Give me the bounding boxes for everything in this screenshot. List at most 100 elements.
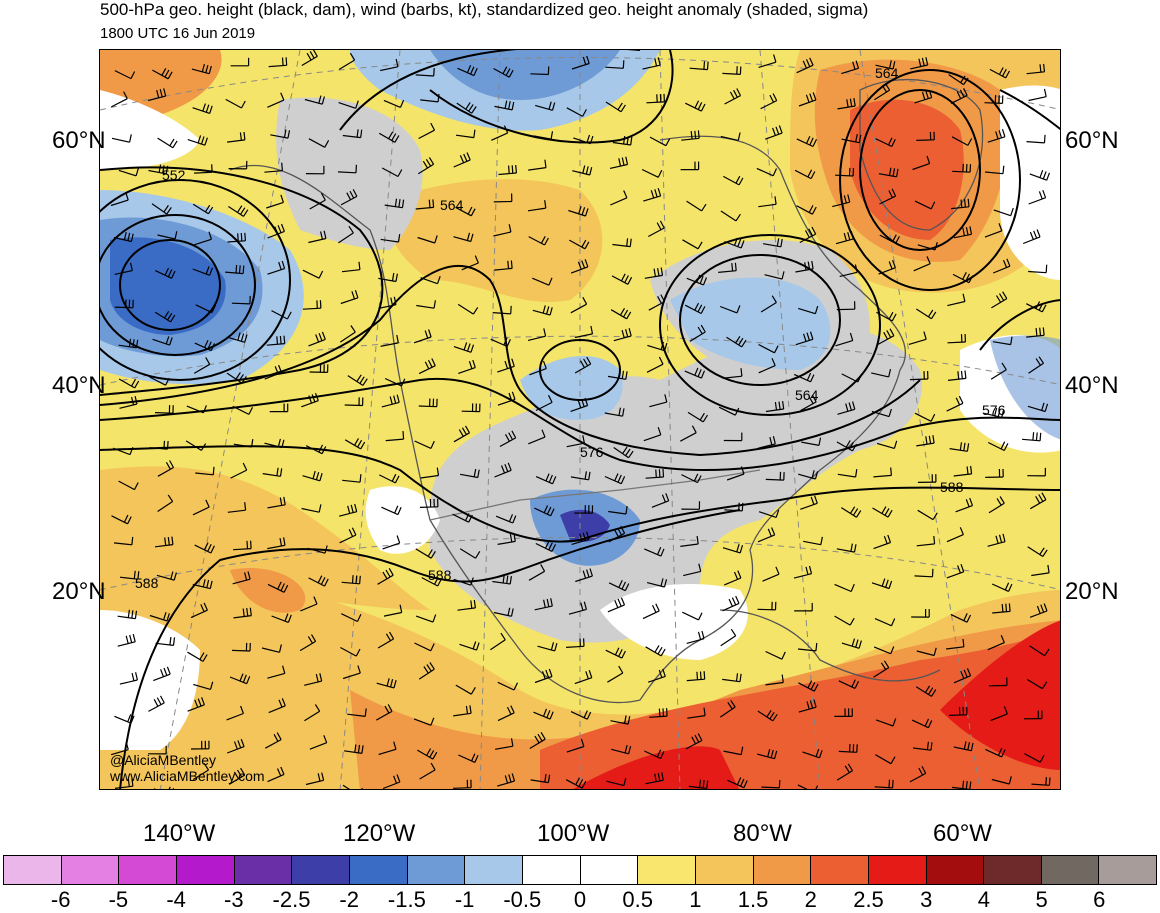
- colorbar-swatch: [696, 856, 754, 884]
- wind-barb: [722, 73, 740, 74]
- wind-barb-feather: [997, 296, 1001, 303]
- wind-barb-feather: [132, 537, 133, 545]
- colorbar-tick-label: 2.5: [853, 887, 884, 913]
- wind-barb-feather: [961, 564, 964, 572]
- wind-barb-feather: [889, 312, 893, 319]
- chart-title: 500-hPa geo. height (black, dam), wind (…: [100, 0, 868, 20]
- wind-barb-feather: [1040, 433, 1041, 441]
- wind-barb-feather: [355, 438, 359, 445]
- wind-barb: [309, 339, 326, 346]
- wind-barb-feather: [1003, 534, 1005, 542]
- wind-barb-feather: [963, 294, 965, 302]
- wind-barb-feather: [619, 666, 623, 673]
- wind-barb-feather: [657, 223, 661, 230]
- wind-barb-feather: [695, 101, 699, 108]
- wind-barb-feather: [737, 89, 741, 96]
- wind-barb-feather: [240, 265, 241, 273]
- wind-barb-feather: [929, 310, 933, 317]
- wind-barb: [909, 339, 926, 344]
- wind-barb-feather: [629, 328, 631, 336]
- wind-barb: [915, 576, 933, 577]
- lat-label-right: 60°N: [1065, 127, 1119, 155]
- wind-barb-feather: [206, 105, 209, 113]
- wind-barb: [421, 476, 439, 479]
- wind-barb-feather: [471, 600, 472, 608]
- wind-barb-feather: [168, 441, 169, 449]
- wind-barb-feather: [511, 306, 512, 314]
- wind-barb: [416, 549, 431, 558]
- wind-barb-feather: [316, 472, 318, 480]
- wind-barb: [454, 160, 471, 167]
- wind-barb-feather: [245, 233, 246, 241]
- wind-barb-feather: [933, 435, 934, 443]
- wind-barb-feather: [135, 396, 137, 404]
- wind-barb-feather: [359, 262, 360, 270]
- wind-barb: [910, 379, 928, 380]
- wind-barb-feather: [624, 310, 628, 317]
- contour-label: 564: [440, 197, 464, 213]
- wind-barb-feather: [590, 167, 592, 175]
- wind-barb-feather: [1040, 548, 1044, 555]
- wind-barb-feather: [397, 395, 399, 403]
- wind-barb-feather: [1003, 292, 1007, 299]
- wind-barb-feather: [695, 131, 696, 139]
- wind-barb-feather: [549, 669, 552, 677]
- wind-barb-feather: [691, 131, 692, 139]
- wind-barb-feather: [618, 103, 622, 110]
- map-panel[interactable]: 564 552 564 564 576 576 588 588 588: [99, 49, 1061, 790]
- wind-barb-feather: [967, 443, 968, 451]
- wind-barb-feather: [433, 615, 436, 623]
- wind-barb-feather: [970, 498, 973, 506]
- wind-barb-feather: [396, 274, 397, 282]
- wind-barb: [724, 578, 741, 585]
- wind-barb-feather: [1000, 535, 1002, 543]
- wind-barb-feather: [736, 176, 740, 183]
- wind-barb: [874, 543, 891, 549]
- wind-barb: [643, 196, 660, 201]
- wind-barb-feather: [507, 339, 510, 346]
- wind-barb: [985, 103, 1003, 104]
- wind-barb: [648, 228, 664, 237]
- wind-barb-feather: [885, 508, 889, 515]
- wind-barb: [687, 679, 705, 680]
- colorbar-tick-label: -2: [339, 887, 359, 913]
- lat-label-right: 40°N: [1065, 372, 1119, 400]
- wind-barb-feather: [516, 165, 517, 173]
- wind-barb-feather: [655, 58, 657, 66]
- wind-barb-feather: [543, 305, 545, 313]
- wind-barb-feather: [626, 157, 628, 165]
- wind-barb: [571, 304, 587, 313]
- wind-barb-feather: [251, 541, 252, 549]
- colorbar-tick-label: 1: [689, 887, 701, 913]
- wind-barb-feather: [277, 336, 278, 344]
- wind-barb: [610, 198, 627, 205]
- wind-barb: [227, 140, 245, 142]
- wind-barb: [765, 133, 782, 139]
- wind-barb: [384, 613, 402, 617]
- wind-barb-feather: [429, 360, 433, 367]
- colorbar-swatch: [177, 856, 235, 884]
- wind-barb-feather: [882, 507, 886, 514]
- colorbar-swatch: [638, 856, 696, 884]
- wind-barb: [761, 787, 779, 788]
- wind-barb: [416, 306, 434, 309]
- lon-label: 100°W: [537, 820, 609, 848]
- wind-barb-feather: [322, 332, 325, 340]
- wind-barb-feather: [358, 440, 362, 447]
- wind-barb: [386, 439, 404, 441]
- wind-barb: [575, 334, 593, 338]
- wind-barb-feather: [1036, 328, 1037, 336]
- colorbar-tick-label: -5: [109, 887, 129, 913]
- wind-barb: [490, 640, 505, 650]
- colorbar-swatch: [869, 856, 927, 884]
- wind-barb-feather: [958, 371, 959, 379]
- wind-barb-feather: [583, 297, 587, 304]
- wind-barb-feather: [425, 331, 428, 339]
- wind-barb-feather: [310, 51, 314, 58]
- colorbar-swatch: [292, 856, 350, 884]
- wind-barb: [339, 60, 354, 69]
- wind-barb: [263, 474, 281, 477]
- wind-barb: [419, 406, 437, 407]
- wind-barb-feather: [770, 95, 774, 102]
- wind-barb-feather: [740, 545, 742, 553]
